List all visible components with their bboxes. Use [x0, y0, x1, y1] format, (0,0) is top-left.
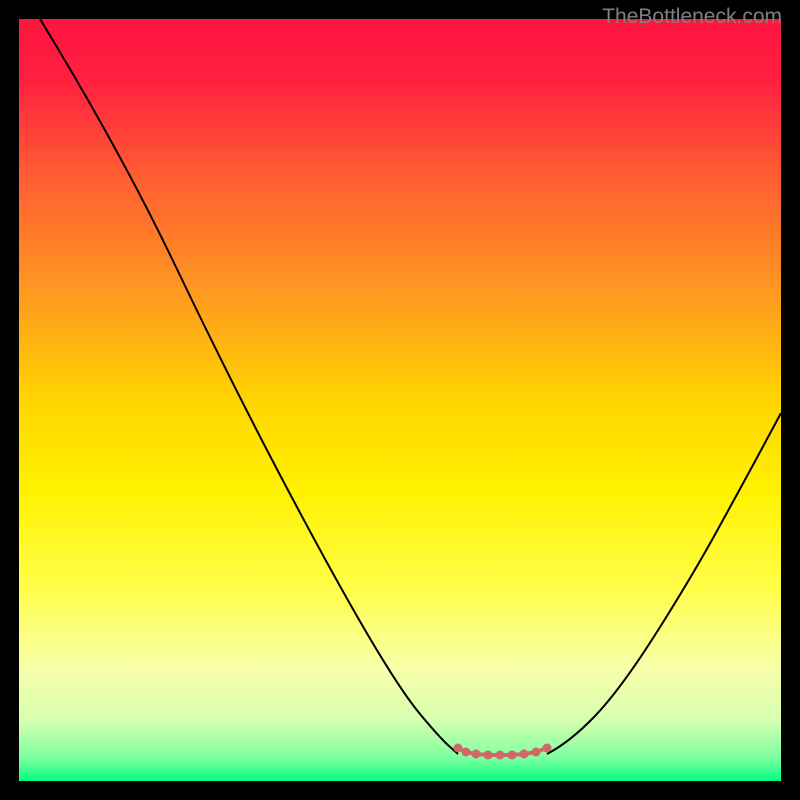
data-point: [462, 748, 471, 757]
watermark-text: TheBottleneck.com: [602, 5, 782, 29]
dots-group: [454, 744, 552, 760]
data-point: [454, 744, 463, 753]
data-point: [520, 750, 529, 759]
data-point: [484, 751, 493, 760]
data-point: [496, 751, 505, 760]
data-point: [508, 751, 517, 760]
curve-right-branch: [547, 413, 781, 754]
data-point: [472, 750, 481, 759]
data-point: [543, 744, 552, 753]
curve-svg: [0, 0, 800, 800]
chart-container: TheBottleneck.com: [0, 0, 800, 800]
data-point: [532, 748, 541, 757]
curve-left-branch: [40, 19, 458, 754]
